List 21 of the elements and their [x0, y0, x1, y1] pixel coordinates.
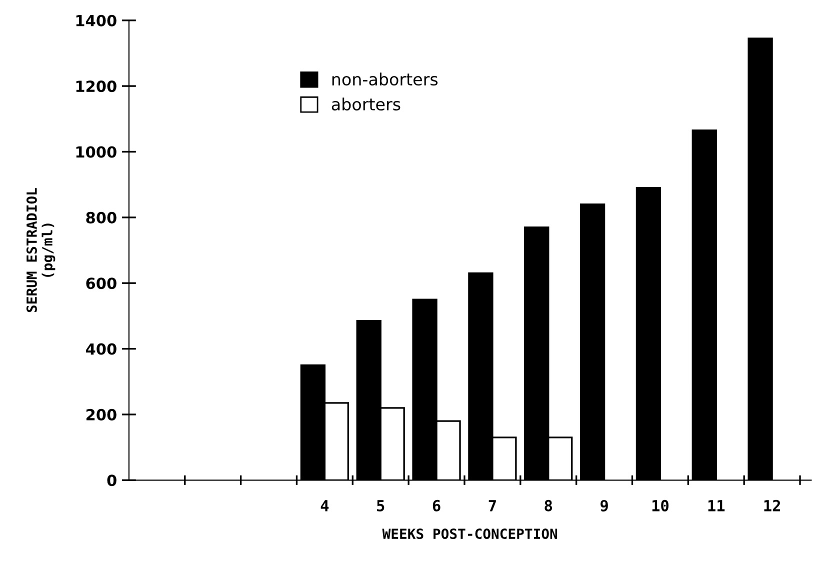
x-tick-label: 10: [652, 500, 668, 512]
legend-label: non-aborters: [332, 72, 438, 86]
x-tick-label: 11: [708, 500, 725, 512]
y-tick-label: 0: [107, 474, 116, 486]
y-axis-title: SERUM ESTRADIOL (pg/ml): [26, 188, 56, 312]
x-tick-label: 4: [320, 500, 329, 512]
y-tick-label: 600: [86, 278, 116, 290]
y-tick-label: 1400: [76, 14, 116, 26]
y-tick-label: 200: [86, 408, 116, 420]
y-tick-label: 400: [86, 343, 116, 355]
x-tick-label: 7: [488, 500, 496, 512]
x-tick-label: 12: [764, 500, 780, 512]
legend-label: aborters: [332, 98, 400, 111]
y-tick-label: 1200: [76, 80, 116, 92]
y-tick-label: 1000: [76, 146, 116, 158]
y-tick-label: 800: [86, 212, 116, 224]
x-tick-label: 5: [377, 500, 384, 512]
x-tick-label: 9: [600, 500, 608, 512]
x-tick-label: 8: [544, 500, 552, 512]
x-tick-label: 6: [432, 500, 440, 512]
x-axis-title: WEEKS POST-CONCEPTION: [382, 528, 558, 540]
